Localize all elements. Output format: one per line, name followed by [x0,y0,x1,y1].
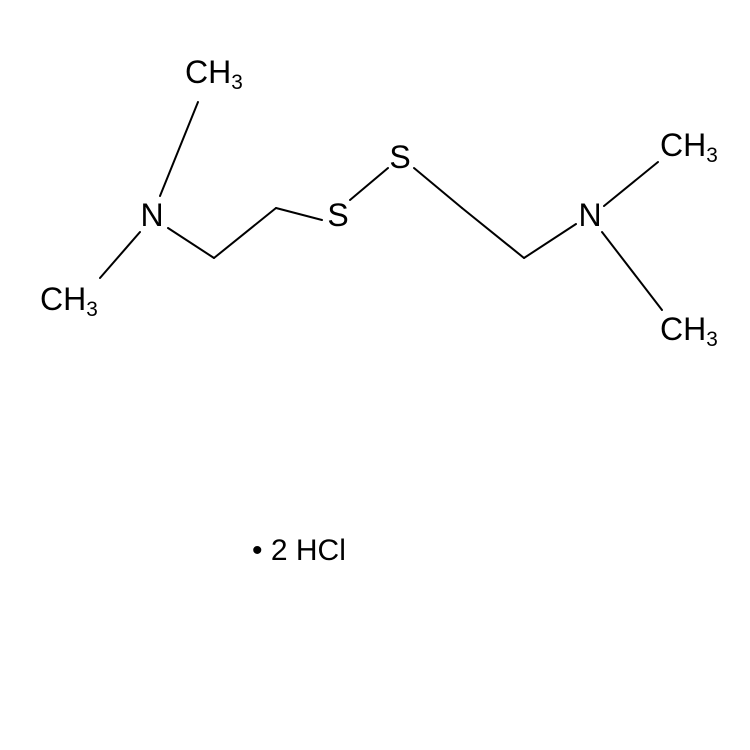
atom-label: N [578,197,601,233]
bond [214,208,276,258]
salt-annotation: • 2 HCl [252,534,346,567]
atom-label: CH3 [40,281,98,320]
bond [602,232,662,310]
chemical-structure-canvas: N CH3 CH3 S S N CH3 CH3 • 2 HCl [0,0,750,750]
atom-label: CH3 [660,127,718,166]
atom-label: S [389,139,410,175]
atom-label: S [327,197,348,233]
bond [160,102,198,196]
bond [414,168,462,208]
bond [462,208,524,258]
bond [168,228,214,258]
atom-label: N [140,197,163,233]
bond [604,162,658,206]
atom-label: CH3 [185,54,243,93]
bond [276,208,322,220]
bond [524,224,576,258]
bond [350,168,388,200]
atom-label: CH3 [660,311,718,350]
bond [100,232,140,278]
